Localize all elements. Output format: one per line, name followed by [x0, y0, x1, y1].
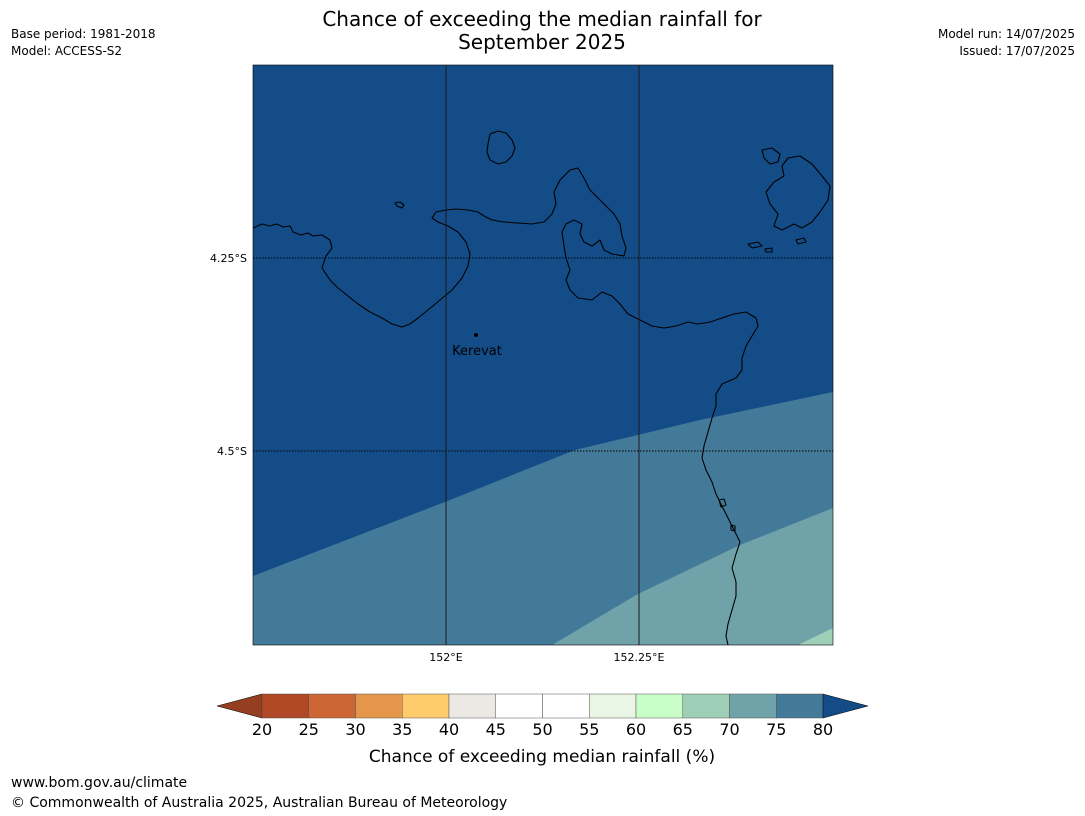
colorbar-ticks: 20 25 30 35 40 45 50 55 60 65 70 75 80	[252, 720, 833, 739]
title-line-1: Chance of exceeding the median rainfall …	[322, 7, 762, 31]
coastline	[253, 130, 831, 645]
kerevat-marker	[474, 333, 478, 337]
colorbar-cell	[261, 693, 309, 719]
colorbar-tick-label: 80	[813, 720, 833, 739]
colorbar-tick-label: 50	[532, 720, 552, 739]
colorbar-cell	[495, 693, 543, 719]
base-period: Base period: 1981-2018	[11, 27, 156, 41]
colorbar-tick-label: 65	[673, 720, 693, 739]
colorbar-cells	[261, 693, 824, 719]
colorbar-tick-label: 25	[299, 720, 319, 739]
graticule	[253, 65, 833, 645]
colorbar-tick-label: 45	[486, 720, 506, 739]
colorbar-cell	[589, 693, 637, 719]
islands-northeast-3	[747, 237, 807, 253]
lon-label-152-25: 152.25°E	[614, 651, 665, 664]
colorbar-cell	[682, 693, 730, 719]
colorbar-under-arrow	[216, 693, 263, 719]
colorbar-cell	[448, 693, 496, 719]
colorbar-tick-label: 30	[345, 720, 365, 739]
footer-copyright: © Commonwealth of Australia 2025, Austra…	[11, 795, 508, 811]
lat-label-4-5: 4.5°S	[217, 445, 247, 458]
islands-northeast-1	[761, 147, 781, 165]
meta-left: Base period: 1981-2018 Model: ACCESS-S2	[11, 26, 156, 60]
colorbar-cell	[402, 693, 450, 719]
colorbar-cell	[542, 693, 590, 719]
colorbar-cell	[355, 693, 403, 719]
islands-northeast-2	[765, 155, 831, 231]
issued-date: Issued: 17/07/2025	[959, 44, 1075, 58]
map-title: Chance of exceeding the median rainfall …	[292, 8, 792, 54]
zone-65-70	[798, 628, 833, 645]
axis-labels: 4.25°S 4.5°S 152°E 152.25°E	[210, 252, 664, 664]
model-name: Model: ACCESS-S2	[11, 44, 123, 58]
coastline-main	[253, 167, 759, 645]
colorbar-cell	[635, 693, 683, 719]
kerevat-label: Kerevat	[452, 344, 502, 359]
colorbar-label: Chance of exceeding median rainfall (%)	[369, 747, 715, 767]
meta-right: Model run: 14/07/2025 Issued: 17/07/2025	[938, 26, 1075, 60]
colorbar-cell	[729, 693, 777, 719]
island-southeast-spot	[718, 498, 736, 532]
footer-url: www.bom.gov.au/climate	[11, 775, 188, 791]
colorbar: 20 25 30 35 40 45 50 55 60 65 70 75 80 Chance of exc…	[216, 693, 869, 767]
colorbar-cell	[776, 693, 824, 719]
colorbar-over-arrow	[822, 693, 869, 719]
map-frame	[252, 64, 834, 646]
colorbar-tick-label: 55	[579, 720, 599, 739]
zone-70-75	[552, 508, 833, 645]
lat-label-4-25: 4.25°S	[210, 252, 247, 265]
lon-label-152: 152°E	[429, 651, 462, 664]
colorbar-tick-label: 75	[766, 720, 786, 739]
colorbar-tick-label: 20	[252, 720, 272, 739]
title-line-2: September 2025	[458, 30, 626, 54]
colorbar-tick-label: 60	[626, 720, 646, 739]
map-plot-area	[253, 65, 833, 645]
colorbar-tick-label: 35	[392, 720, 412, 739]
colorbar-tick-label: 70	[719, 720, 739, 739]
colorbar-cell	[308, 693, 356, 719]
colorbar-tick-label: 40	[439, 720, 459, 739]
islet-west	[394, 201, 405, 209]
island-small-north	[486, 130, 516, 165]
model-run: Model run: 14/07/2025	[937, 27, 1075, 41]
